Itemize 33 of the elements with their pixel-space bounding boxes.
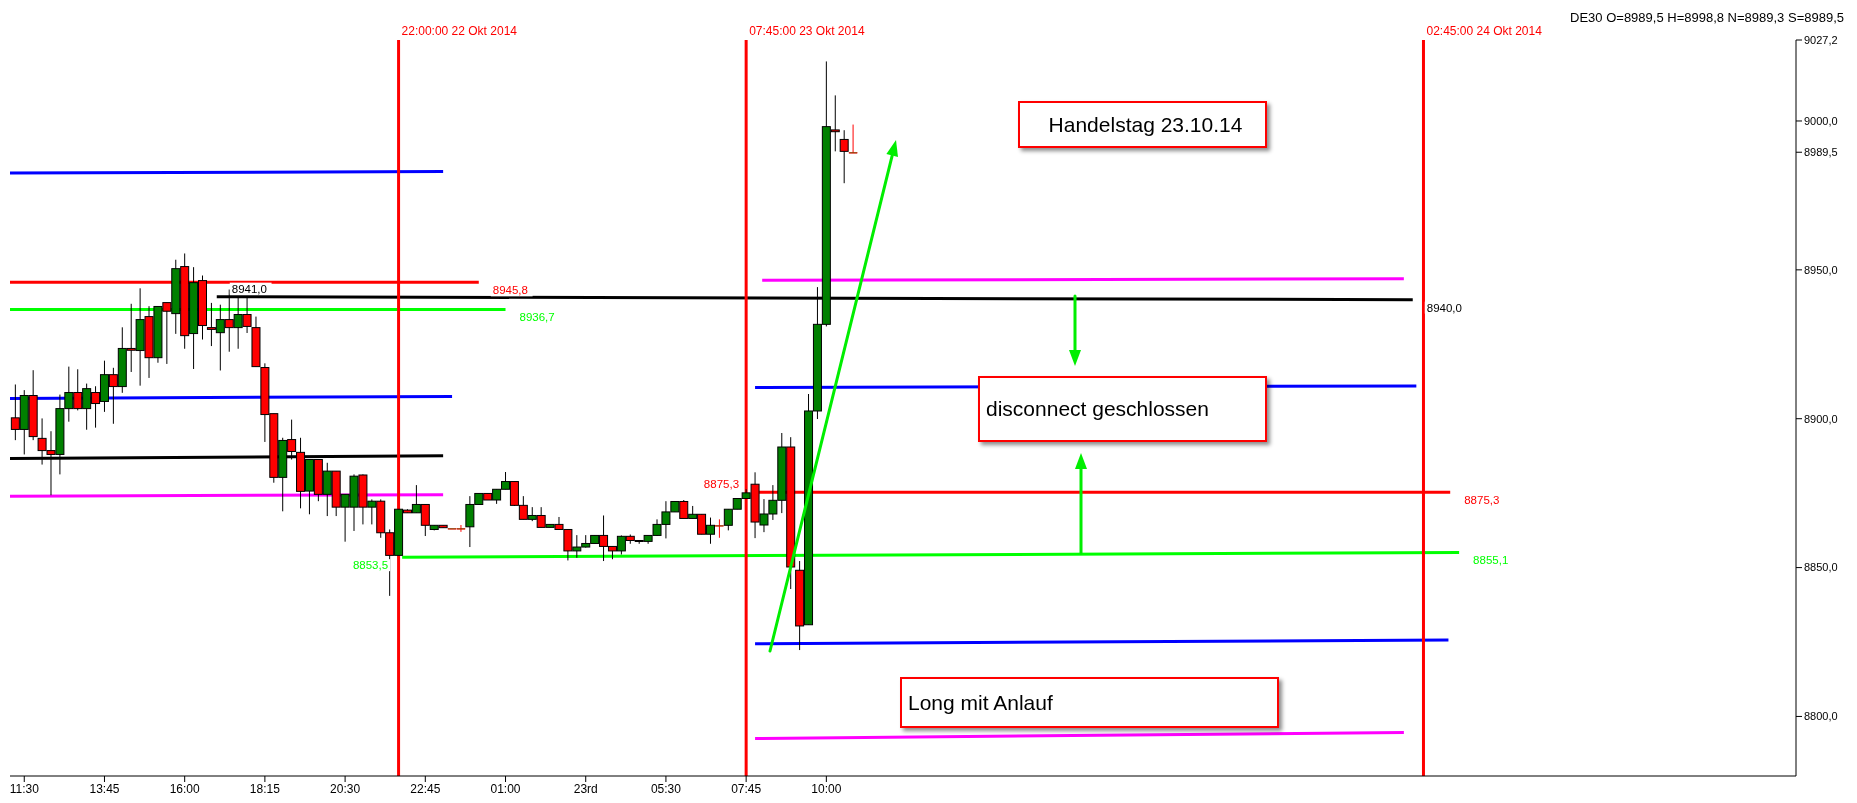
y-tick-label: 8850,0 xyxy=(1804,561,1838,574)
y-tick-label: 9000,0 xyxy=(1804,114,1838,127)
y-tick-label: 8900,0 xyxy=(1804,412,1838,425)
x-tick-label: 01:00 xyxy=(490,781,521,796)
data-label: 8855,1 xyxy=(1473,554,1509,567)
ref-line-label: 22:00:00 22 Okt 2014 xyxy=(401,24,518,38)
x-tick-label: 13:45 xyxy=(89,781,120,796)
chart-title: DE30 O=8989,5 H=8998,8 N=8989,3 S=8989,5 xyxy=(1570,10,1844,25)
data-label: 8853,5 xyxy=(352,559,389,572)
y-tick-label: 9027,2 xyxy=(1804,33,1838,46)
data-label: 8875,3 xyxy=(1464,494,1500,507)
ref-line-label: 07:45:00 23 Okt 2014 xyxy=(749,24,865,38)
data-label: 8940,0 xyxy=(1426,301,1462,314)
x-tick-label: 05:30 xyxy=(650,781,682,796)
x-tick-label: 20:30 xyxy=(330,781,361,796)
x-tick-label: 23rd xyxy=(573,781,598,796)
y-tick-label: 8800,0 xyxy=(1804,710,1838,723)
x-tick-label: 18:15 xyxy=(249,781,281,796)
data-label: 8875,3 xyxy=(703,478,740,491)
x-tick-label: 11:30 xyxy=(9,781,40,796)
data-label: 8936,7 xyxy=(519,311,555,324)
x-tick-label: 16:00 xyxy=(169,781,201,796)
x-tick-label: 07:45 xyxy=(731,781,762,796)
ref-line-label: 02:45:00 24 Okt 2014 xyxy=(1426,24,1543,38)
note-box: Long mit Anlauf xyxy=(900,677,1279,728)
x-tick-label: 10:00 xyxy=(811,781,842,796)
y-tick-label: 8950,0 xyxy=(1804,263,1838,276)
x-tick-label: 22:45 xyxy=(410,781,441,796)
data-label: 8941,0 xyxy=(231,282,267,295)
y-tick-label: 8989,5 xyxy=(1804,146,1838,159)
note-box: disconnect geschlossen xyxy=(978,376,1267,442)
data-label: 8945,8 xyxy=(492,284,528,297)
note-box: Handelstag 23.10.14 xyxy=(1018,101,1267,148)
